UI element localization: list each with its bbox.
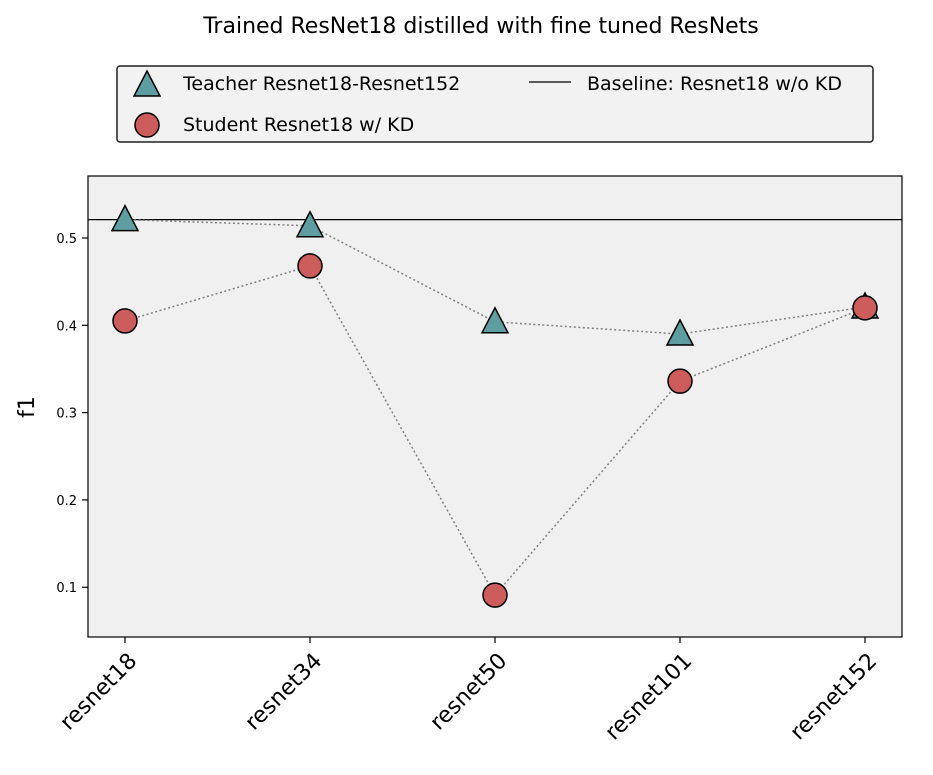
teacher-point (665, 318, 695, 346)
y-tick-label: 0.4 (56, 319, 77, 334)
y-tick-label: 0.1 (56, 581, 77, 596)
x-tick-label: resnet34 (241, 649, 328, 736)
y-tick-label: 0.3 (56, 407, 77, 422)
legend-student-marker (134, 112, 160, 138)
student-point (667, 368, 693, 394)
student-point (112, 308, 138, 334)
chart-title: Trained ResNet18 distilled with fine tun… (202, 14, 759, 39)
y-tick-label: 0.5 (56, 232, 77, 247)
x-axis: resnet18 resnet34 resnet50 resnet101 resnet1… (56, 637, 883, 746)
student-point (297, 253, 323, 279)
data-marks (88, 204, 902, 608)
legend-baseline-label: Baseline: Resnet18 w/o KD (587, 73, 842, 95)
legend: Teacher Resnet18-Resnet152 Student Resne… (116, 65, 874, 143)
series-connector-1 (124, 265, 866, 597)
x-tick-label: resnet152 (786, 649, 883, 746)
y-tick-label: 0.2 (56, 494, 77, 509)
teacher-point (110, 204, 140, 232)
x-tick-label: resnet101 (601, 649, 698, 746)
legend-teacher-marker (132, 69, 162, 97)
legend-teacher-label: Teacher Resnet18-Resnet152 (182, 73, 460, 95)
x-tick-label: resnet50 (426, 649, 513, 736)
legend-student-label: Student Resnet18 w/ KD (183, 114, 414, 136)
teacher-point (480, 306, 510, 334)
legend-frame (116, 65, 874, 143)
series-connector-0 (124, 218, 866, 335)
teacher-point (295, 210, 325, 238)
student-point (482, 582, 508, 608)
plot-area (88, 176, 902, 637)
x-tick-label: resnet18 (56, 649, 143, 736)
y-axis: 0.1 0.2 0.3 0.4 0.5 (56, 232, 88, 596)
y-axis-label: f1 (15, 396, 40, 418)
student-point (852, 295, 878, 321)
